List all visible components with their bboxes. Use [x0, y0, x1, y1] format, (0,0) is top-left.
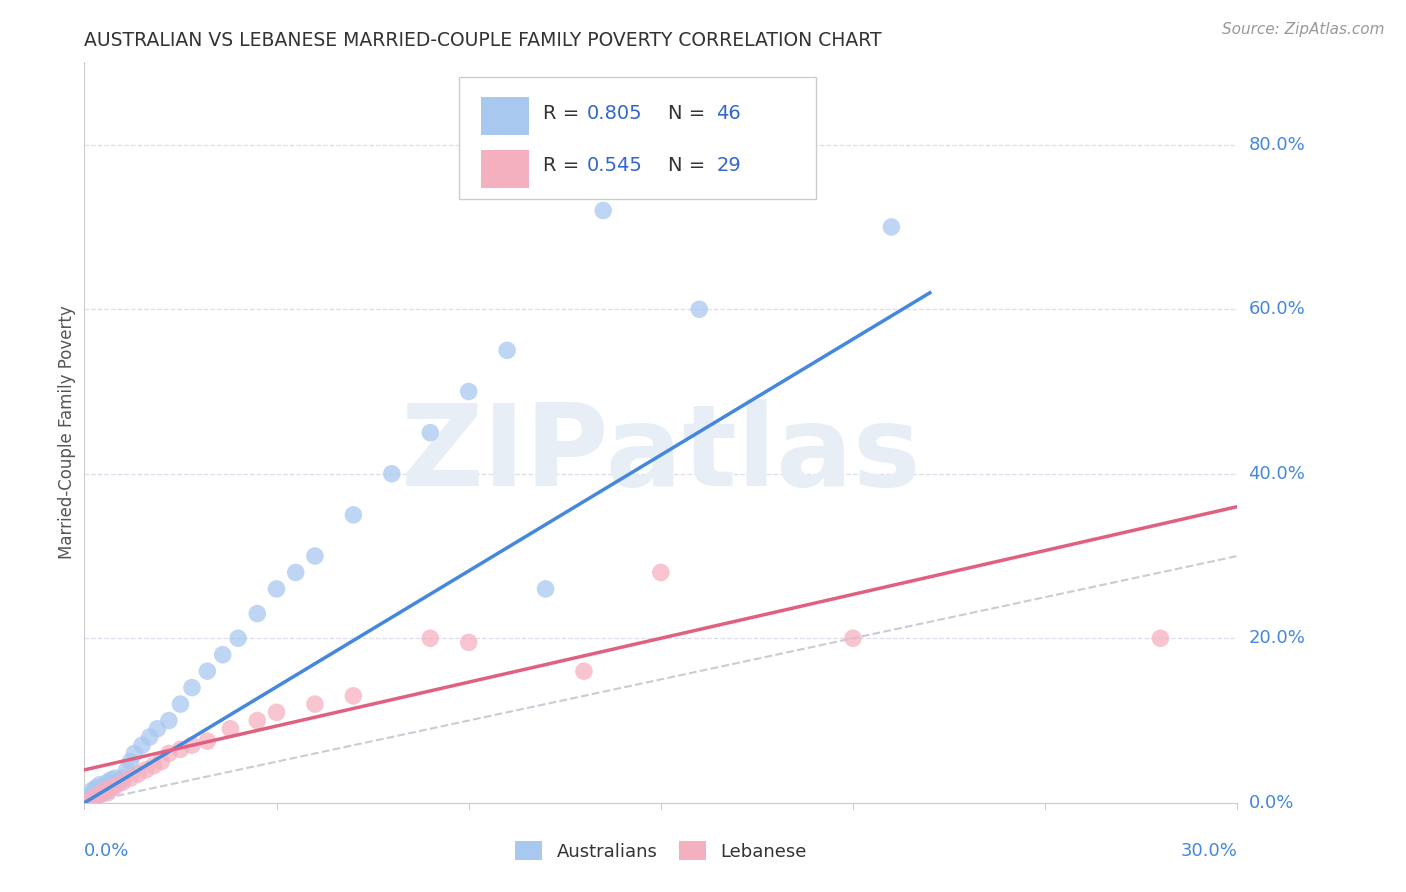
Legend: Australians, Lebanese: Australians, Lebanese [508, 834, 814, 868]
Point [89, 788, 111, 802]
Point [304, 697, 326, 711]
Text: 60.0%: 60.0% [1249, 301, 1305, 318]
Point [120, 771, 142, 785]
Point [266, 582, 288, 596]
Text: 20.0%: 20.0% [1249, 629, 1305, 648]
Point [419, 632, 441, 646]
Point [169, 697, 191, 711]
FancyBboxPatch shape [460, 78, 817, 200]
Point [246, 714, 269, 728]
Y-axis label: Married-Couple Family Poverty: Married-Couple Family Poverty [58, 306, 76, 559]
Text: 0.545: 0.545 [588, 156, 643, 176]
Text: 0.0%: 0.0% [84, 842, 129, 860]
Text: R =: R = [543, 103, 586, 122]
Text: N =: N = [668, 156, 711, 176]
Text: 80.0%: 80.0% [1249, 136, 1305, 153]
Point [93, 786, 115, 800]
Point [688, 302, 710, 317]
Point [157, 747, 180, 761]
Point [120, 755, 142, 769]
Point [157, 714, 180, 728]
Text: ZIPatlas: ZIPatlas [401, 400, 921, 510]
Point [534, 582, 557, 596]
Point [84, 789, 107, 804]
Point [135, 763, 157, 777]
Point [342, 508, 364, 522]
FancyBboxPatch shape [481, 97, 530, 136]
Point [195, 664, 218, 678]
Point [80, 783, 103, 797]
Point [880, 219, 903, 234]
Point [100, 780, 122, 795]
Text: 30.0%: 30.0% [1181, 842, 1237, 860]
Point [266, 706, 288, 720]
Point [150, 755, 173, 769]
Point [181, 738, 204, 752]
Text: 46: 46 [716, 103, 741, 122]
Point [84, 786, 107, 800]
Point [104, 780, 127, 794]
Point [77, 792, 100, 806]
Text: R =: R = [543, 156, 586, 176]
Point [89, 788, 111, 802]
Text: 40.0%: 40.0% [1249, 465, 1305, 483]
Point [592, 203, 614, 218]
Point [96, 783, 118, 797]
Point [457, 384, 479, 399]
Point [304, 549, 326, 563]
Point [169, 742, 191, 756]
Text: Source: ZipAtlas.com: Source: ZipAtlas.com [1222, 22, 1385, 37]
Point [1149, 632, 1171, 646]
Point [111, 775, 134, 789]
Point [131, 738, 153, 752]
Point [93, 783, 115, 797]
Point [89, 783, 111, 797]
Point [146, 722, 169, 736]
Point [181, 681, 204, 695]
Point [111, 771, 134, 785]
Point [496, 343, 519, 358]
Point [842, 632, 865, 646]
Text: N =: N = [668, 103, 711, 122]
Point [84, 789, 107, 804]
Point [115, 763, 138, 777]
Point [104, 771, 127, 785]
Point [284, 566, 307, 580]
Point [381, 467, 404, 481]
Point [124, 747, 146, 761]
Point [80, 788, 103, 802]
Text: 0.805: 0.805 [588, 103, 643, 122]
Point [138, 730, 160, 744]
Point [84, 780, 107, 795]
Point [77, 794, 100, 808]
Point [127, 767, 149, 781]
Point [219, 722, 242, 736]
Text: 29: 29 [716, 156, 741, 176]
Point [89, 778, 111, 792]
Point [142, 758, 165, 772]
Point [226, 632, 249, 646]
Point [246, 607, 269, 621]
Point [100, 772, 122, 787]
Point [572, 664, 595, 678]
Point [108, 775, 131, 789]
Point [419, 425, 441, 440]
Point [104, 778, 127, 792]
Point [80, 791, 103, 805]
Point [80, 790, 103, 805]
FancyBboxPatch shape [481, 150, 530, 188]
Point [96, 786, 118, 800]
Point [650, 566, 672, 580]
Point [93, 780, 115, 794]
Point [100, 780, 122, 795]
Point [77, 794, 100, 808]
Point [342, 689, 364, 703]
Text: 0.0%: 0.0% [1249, 794, 1294, 812]
Point [457, 635, 479, 649]
Point [195, 734, 218, 748]
Point [96, 775, 118, 789]
Text: AUSTRALIAN VS LEBANESE MARRIED-COUPLE FAMILY POVERTY CORRELATION CHART: AUSTRALIAN VS LEBANESE MARRIED-COUPLE FA… [84, 30, 882, 50]
Point [211, 648, 233, 662]
